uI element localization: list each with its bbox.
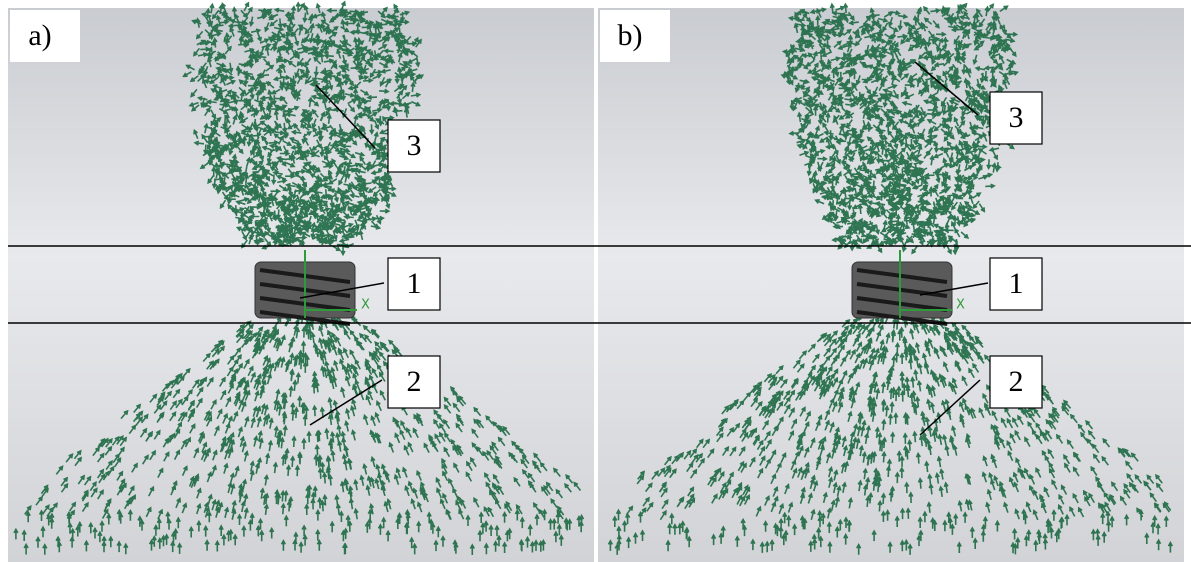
panel-label: b) <box>618 19 643 52</box>
axis-label: X <box>361 298 370 313</box>
callout-label: 1 <box>1009 267 1024 300</box>
callout-label: 3 <box>407 129 422 162</box>
figure: X X a) 3 1 2 b) 3 1 2 <box>0 0 1191 562</box>
axis-label: X <box>956 298 965 313</box>
callout-label: 1 <box>407 267 422 300</box>
panel-label: a) <box>28 19 51 52</box>
callout-label: 3 <box>1009 101 1024 134</box>
callout-label: 2 <box>1009 365 1024 398</box>
callout-label: 2 <box>407 365 422 398</box>
